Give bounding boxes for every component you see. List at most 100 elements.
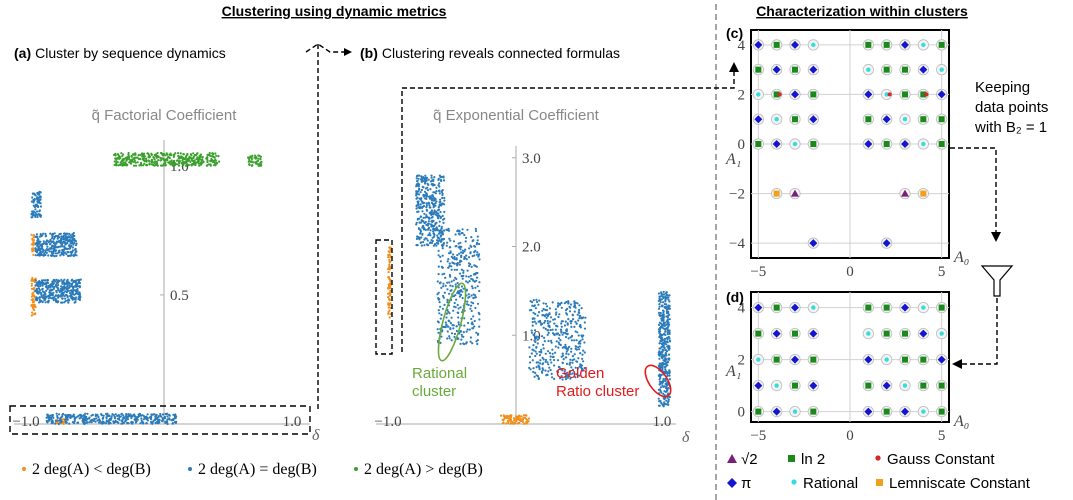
panel-b-point: [570, 325, 573, 328]
panel-b-point: [574, 347, 577, 350]
panel-a-point: [62, 421, 65, 424]
panel-b-point: [666, 316, 669, 319]
panel-b-point: [547, 350, 550, 353]
panel-b-point: [452, 253, 455, 256]
panel-a-point: [157, 415, 160, 418]
panel-b-point: [474, 264, 477, 267]
panel-c-gauss-marker: [924, 92, 929, 97]
panel-b-point: [437, 217, 440, 220]
panel-c-marker: [882, 115, 891, 124]
panel-a-point: [165, 420, 168, 423]
panel-b-point: [423, 238, 426, 241]
panel-b-point: [569, 373, 572, 376]
panel-b-point: [662, 321, 665, 325]
panel-b-point: [466, 269, 469, 272]
panel-b-point: [534, 307, 538, 310]
panel-b-point: [459, 248, 462, 251]
panel-b-point: [448, 252, 451, 255]
panel-b-point: [464, 240, 467, 243]
panel-b-point: [561, 369, 564, 372]
panel-a-point: [142, 164, 145, 167]
constant-legend-label: Gauss Constant: [887, 451, 995, 468]
panel-b-point: [478, 258, 481, 261]
panel-b-point: [387, 303, 390, 306]
panel-a-point: [70, 253, 73, 257]
panel-a-point: [64, 418, 67, 421]
panel-b-point: [668, 357, 671, 360]
panel-c-marker: [902, 66, 908, 73]
constant-legend-label: Rational: [803, 475, 858, 492]
panel-b-point: [662, 293, 666, 296]
panel-a-point: [170, 159, 173, 162]
panel-b-point: [462, 271, 465, 274]
connector-c-to-filter-arrow: [991, 232, 1001, 242]
panel-a-point: [51, 235, 54, 238]
panel-a-point: [117, 414, 120, 417]
panel-a-point: [179, 152, 182, 155]
panel-a-point: [169, 163, 172, 166]
panel-a-point: [32, 234, 35, 237]
panel-b-point: [661, 381, 664, 384]
panel-a-point: [72, 235, 75, 238]
panel-a-point: [213, 159, 216, 162]
panel-a-point: [150, 152, 153, 155]
panel-b-point: [389, 289, 392, 292]
panel-a-point: [163, 158, 166, 161]
panel-a-point: [68, 244, 71, 247]
panel-d-marker: [902, 330, 908, 337]
panel-b-point: [503, 416, 506, 420]
panel-c-y-tick: −4: [729, 236, 745, 252]
panel-b-point: [663, 401, 666, 404]
panel-b-point: [572, 305, 576, 308]
panel-b-point: [565, 362, 569, 365]
panel-a-point: [31, 292, 34, 295]
panel-a-point: [148, 162, 151, 165]
panel-b-point: [459, 342, 462, 345]
panel-a-point: [50, 416, 53, 420]
panel-a-point: [30, 278, 33, 282]
panel-a-point: [73, 254, 76, 257]
panel-a-point: [50, 240, 53, 244]
class-legend-label: 2 deg(A) = deg(B): [198, 461, 317, 478]
filter-note-line-2: data points: [975, 99, 1048, 116]
panel-b-point: [461, 277, 464, 280]
panel-b-point: [456, 230, 459, 233]
panel-b-point: [547, 331, 550, 334]
panel-b-point: [577, 357, 580, 360]
panel-a-point: [93, 417, 96, 420]
panel-b-point: [659, 376, 662, 379]
panel-b-caption: (b) Clustering reveals connected formulas: [360, 45, 620, 61]
panel-a-point: [150, 413, 153, 416]
panel-a-point: [67, 235, 70, 238]
panel-b-point: [668, 347, 671, 350]
panel-d-y-tick: 4: [738, 301, 746, 317]
panel-a-point: [116, 420, 119, 423]
panel-b-point: [521, 420, 524, 423]
panel-b-point: [435, 226, 438, 229]
panel-a-point: [56, 286, 59, 289]
connector-b-to-c-arrow: [729, 62, 739, 72]
panel-b-point: [534, 312, 537, 316]
panel-a-point: [78, 298, 81, 302]
panel-a-point: [31, 305, 34, 308]
panel-b-point: [445, 323, 448, 326]
panel-b-point: [510, 421, 513, 424]
panel-a-point: [61, 297, 64, 300]
panel-b-point: [418, 207, 422, 210]
panel-b-point: [668, 331, 671, 334]
panel-b-point: [438, 185, 441, 188]
panel-b-point: [562, 358, 565, 361]
panel-a-point: [36, 235, 39, 238]
panel-a-x-tick: −1.0: [12, 414, 39, 430]
panel-b-point: [551, 348, 554, 351]
panel-a-point: [39, 284, 42, 287]
panel-b-point: [560, 325, 563, 328]
panel-b-point: [470, 285, 474, 288]
panel-a-point: [166, 415, 169, 418]
panel-b-point: [571, 372, 574, 375]
panel-b-point: [423, 222, 426, 225]
panel-a-point: [174, 163, 177, 166]
panel-b-point: [571, 361, 574, 364]
panel-a-point: [71, 246, 74, 249]
panel-d-marker: [809, 329, 818, 338]
